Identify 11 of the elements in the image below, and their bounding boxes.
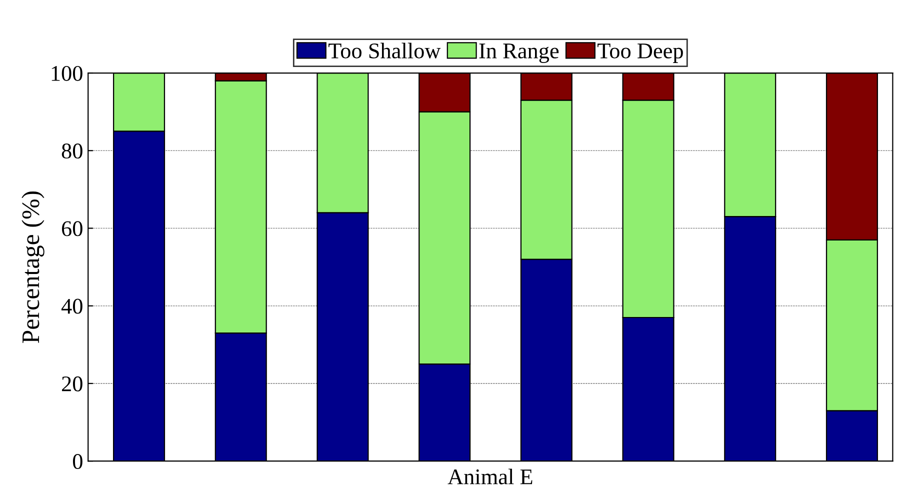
legend-label: In Range	[479, 44, 559, 64]
y-tick-label: 0	[72, 454, 82, 470]
y-tick-label: 60	[62, 221, 82, 236]
y-tick-label: 40	[61, 298, 82, 314]
y-tick-label: 80	[62, 144, 82, 159]
y-axis-title: Percentage (%)	[22, 191, 44, 344]
legend-label: Too Shallow	[328, 42, 441, 58]
y-tick-label: 20	[62, 376, 82, 392]
legend-label: Too Deep	[598, 44, 683, 63]
y-tick-label: 100	[52, 66, 82, 81]
x-axis-title: Animal E	[448, 468, 532, 484]
